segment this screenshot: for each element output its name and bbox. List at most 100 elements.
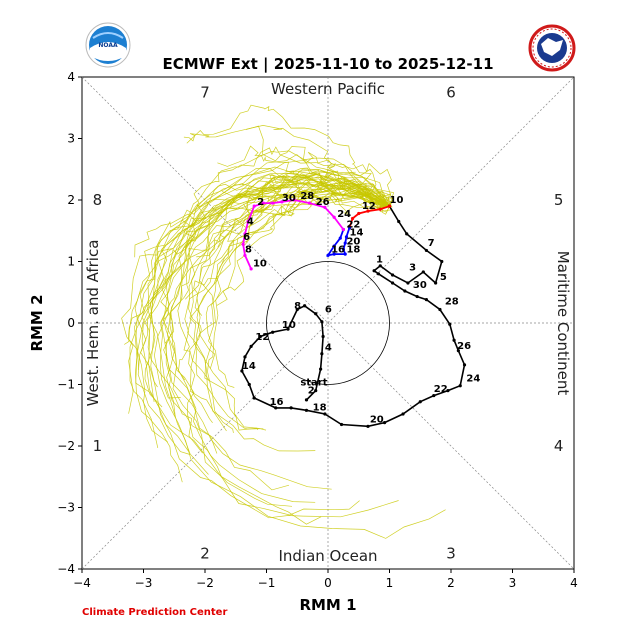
ensemble-member-line: [163, 174, 390, 490]
y-tick-label: 4: [67, 70, 75, 84]
chart-title: ECMWF Ext | 2025-11-10 to 2025-12-11: [162, 55, 493, 74]
y-tick-label: 0: [67, 316, 75, 330]
y-tick-label: 2: [67, 193, 75, 207]
unit-circle: [266, 261, 390, 385]
observed-point: [339, 422, 344, 427]
ensemble-member-line: [164, 177, 390, 417]
forecast-point: [387, 204, 392, 208]
forecast-day-label: 16: [331, 244, 345, 255]
credit-label: Climate Prediction Center: [82, 607, 227, 618]
observed-day-label: 30: [413, 280, 427, 291]
phase-number: 1: [93, 437, 103, 455]
observed-point: [372, 269, 376, 273]
observed-point: [462, 363, 467, 367]
observed-point: [390, 281, 395, 285]
forecast-point: [341, 247, 345, 251]
y-tick-label: −3: [57, 501, 75, 515]
observed-day-label: 22: [434, 384, 448, 395]
observed-day-label: 5: [440, 272, 447, 283]
observed-day-label: start: [300, 378, 327, 389]
observed-point: [289, 406, 293, 410]
forecast-point: [326, 253, 330, 257]
x-tick-label: −3: [135, 576, 153, 590]
ensemble-member-line: [135, 172, 390, 516]
observed-point: [314, 312, 318, 316]
phase-number: 3: [446, 545, 456, 563]
ensemble-member-line: [160, 192, 390, 491]
ensemble-member-line: [154, 183, 390, 475]
observed-day-label: 3: [409, 263, 416, 274]
y-tick-label: −1: [57, 378, 75, 392]
forecast-point: [344, 235, 349, 239]
observed-day-label: 1: [376, 255, 383, 266]
ensemble-member-line: [196, 170, 390, 258]
observed-point: [319, 367, 323, 371]
noaa-logo: NOAA: [85, 22, 131, 68]
forecast-day-label: 28: [300, 191, 314, 202]
ensemble-member-line: [152, 172, 394, 301]
forecast-day-label: 24: [337, 209, 351, 220]
forecast-point: [243, 253, 247, 257]
phase-number: 6: [446, 83, 456, 101]
observed-line: [241, 205, 466, 428]
x-tick-label: 0: [324, 576, 332, 590]
x-tick-label: 3: [509, 576, 517, 590]
forecast-point: [292, 198, 296, 202]
nws-logo: [528, 24, 576, 72]
y-axis-label: RMM 2: [28, 294, 46, 351]
forecast-point: [261, 201, 266, 205]
x-tick-label: 4: [570, 576, 578, 590]
forecast-day-label: 2: [257, 197, 264, 208]
forecast-point: [249, 267, 253, 271]
ensemble-member-line: [245, 125, 394, 207]
forecast-point: [347, 226, 352, 230]
observed-point: [252, 396, 256, 400]
ensemble-member-line: [198, 190, 390, 369]
forecast-day-label: 10: [253, 258, 267, 269]
forecast-point: [252, 204, 256, 208]
ensemble-member-line: [204, 183, 390, 431]
forecast-point: [338, 236, 342, 240]
observed-point: [448, 322, 452, 326]
region-label-bottom: Indian Ocean: [278, 547, 377, 565]
forecast-point: [343, 241, 347, 245]
forecast-point: [271, 201, 275, 205]
forecast-point: [241, 242, 245, 246]
forecast-point: [366, 209, 370, 213]
observed-point: [452, 338, 456, 342]
observed-day-label: 10: [282, 320, 296, 331]
ensemble-member-line: [189, 181, 390, 430]
x-tick-label: 2: [447, 576, 455, 590]
forecast-segment-line: [326, 227, 351, 257]
ensemble-member-line: [186, 104, 390, 207]
observed-point: [424, 248, 428, 253]
observed-point: [401, 412, 405, 416]
phase-number: 7: [200, 83, 210, 101]
ensemble-member-line: [207, 193, 390, 433]
forecast-point: [307, 201, 312, 205]
forecast-point: [246, 219, 250, 224]
forecast-day-label: 18: [346, 244, 360, 255]
observed-point: [320, 352, 324, 356]
forecast-point: [332, 252, 336, 256]
x-axis-ticks: −4 −3 −2 −1 0 1 2 3 4: [73, 569, 578, 590]
observed-day-label: 16: [270, 397, 284, 408]
forecast-point: [378, 207, 382, 211]
forecast-point: [351, 216, 355, 221]
ensemble-member-line: [129, 171, 390, 448]
ensemble-member-line: [221, 175, 390, 207]
observed-day-label: 8: [294, 301, 301, 312]
ensemble-member-line: [181, 146, 390, 228]
forecast-point: [343, 252, 347, 256]
x-tick-label: 1: [386, 576, 394, 590]
observed-point: [421, 270, 425, 274]
ensemble-member-line: [146, 166, 446, 539]
phase-number: 8: [93, 191, 103, 209]
y-axis-ticks: −4 −3 −2 −1 0 1 2 3 4: [57, 70, 82, 576]
observed-point: [366, 424, 370, 428]
observed-day-label: 20: [370, 415, 384, 426]
y-tick-label: −4: [57, 562, 75, 576]
observed-point: [247, 382, 251, 387]
